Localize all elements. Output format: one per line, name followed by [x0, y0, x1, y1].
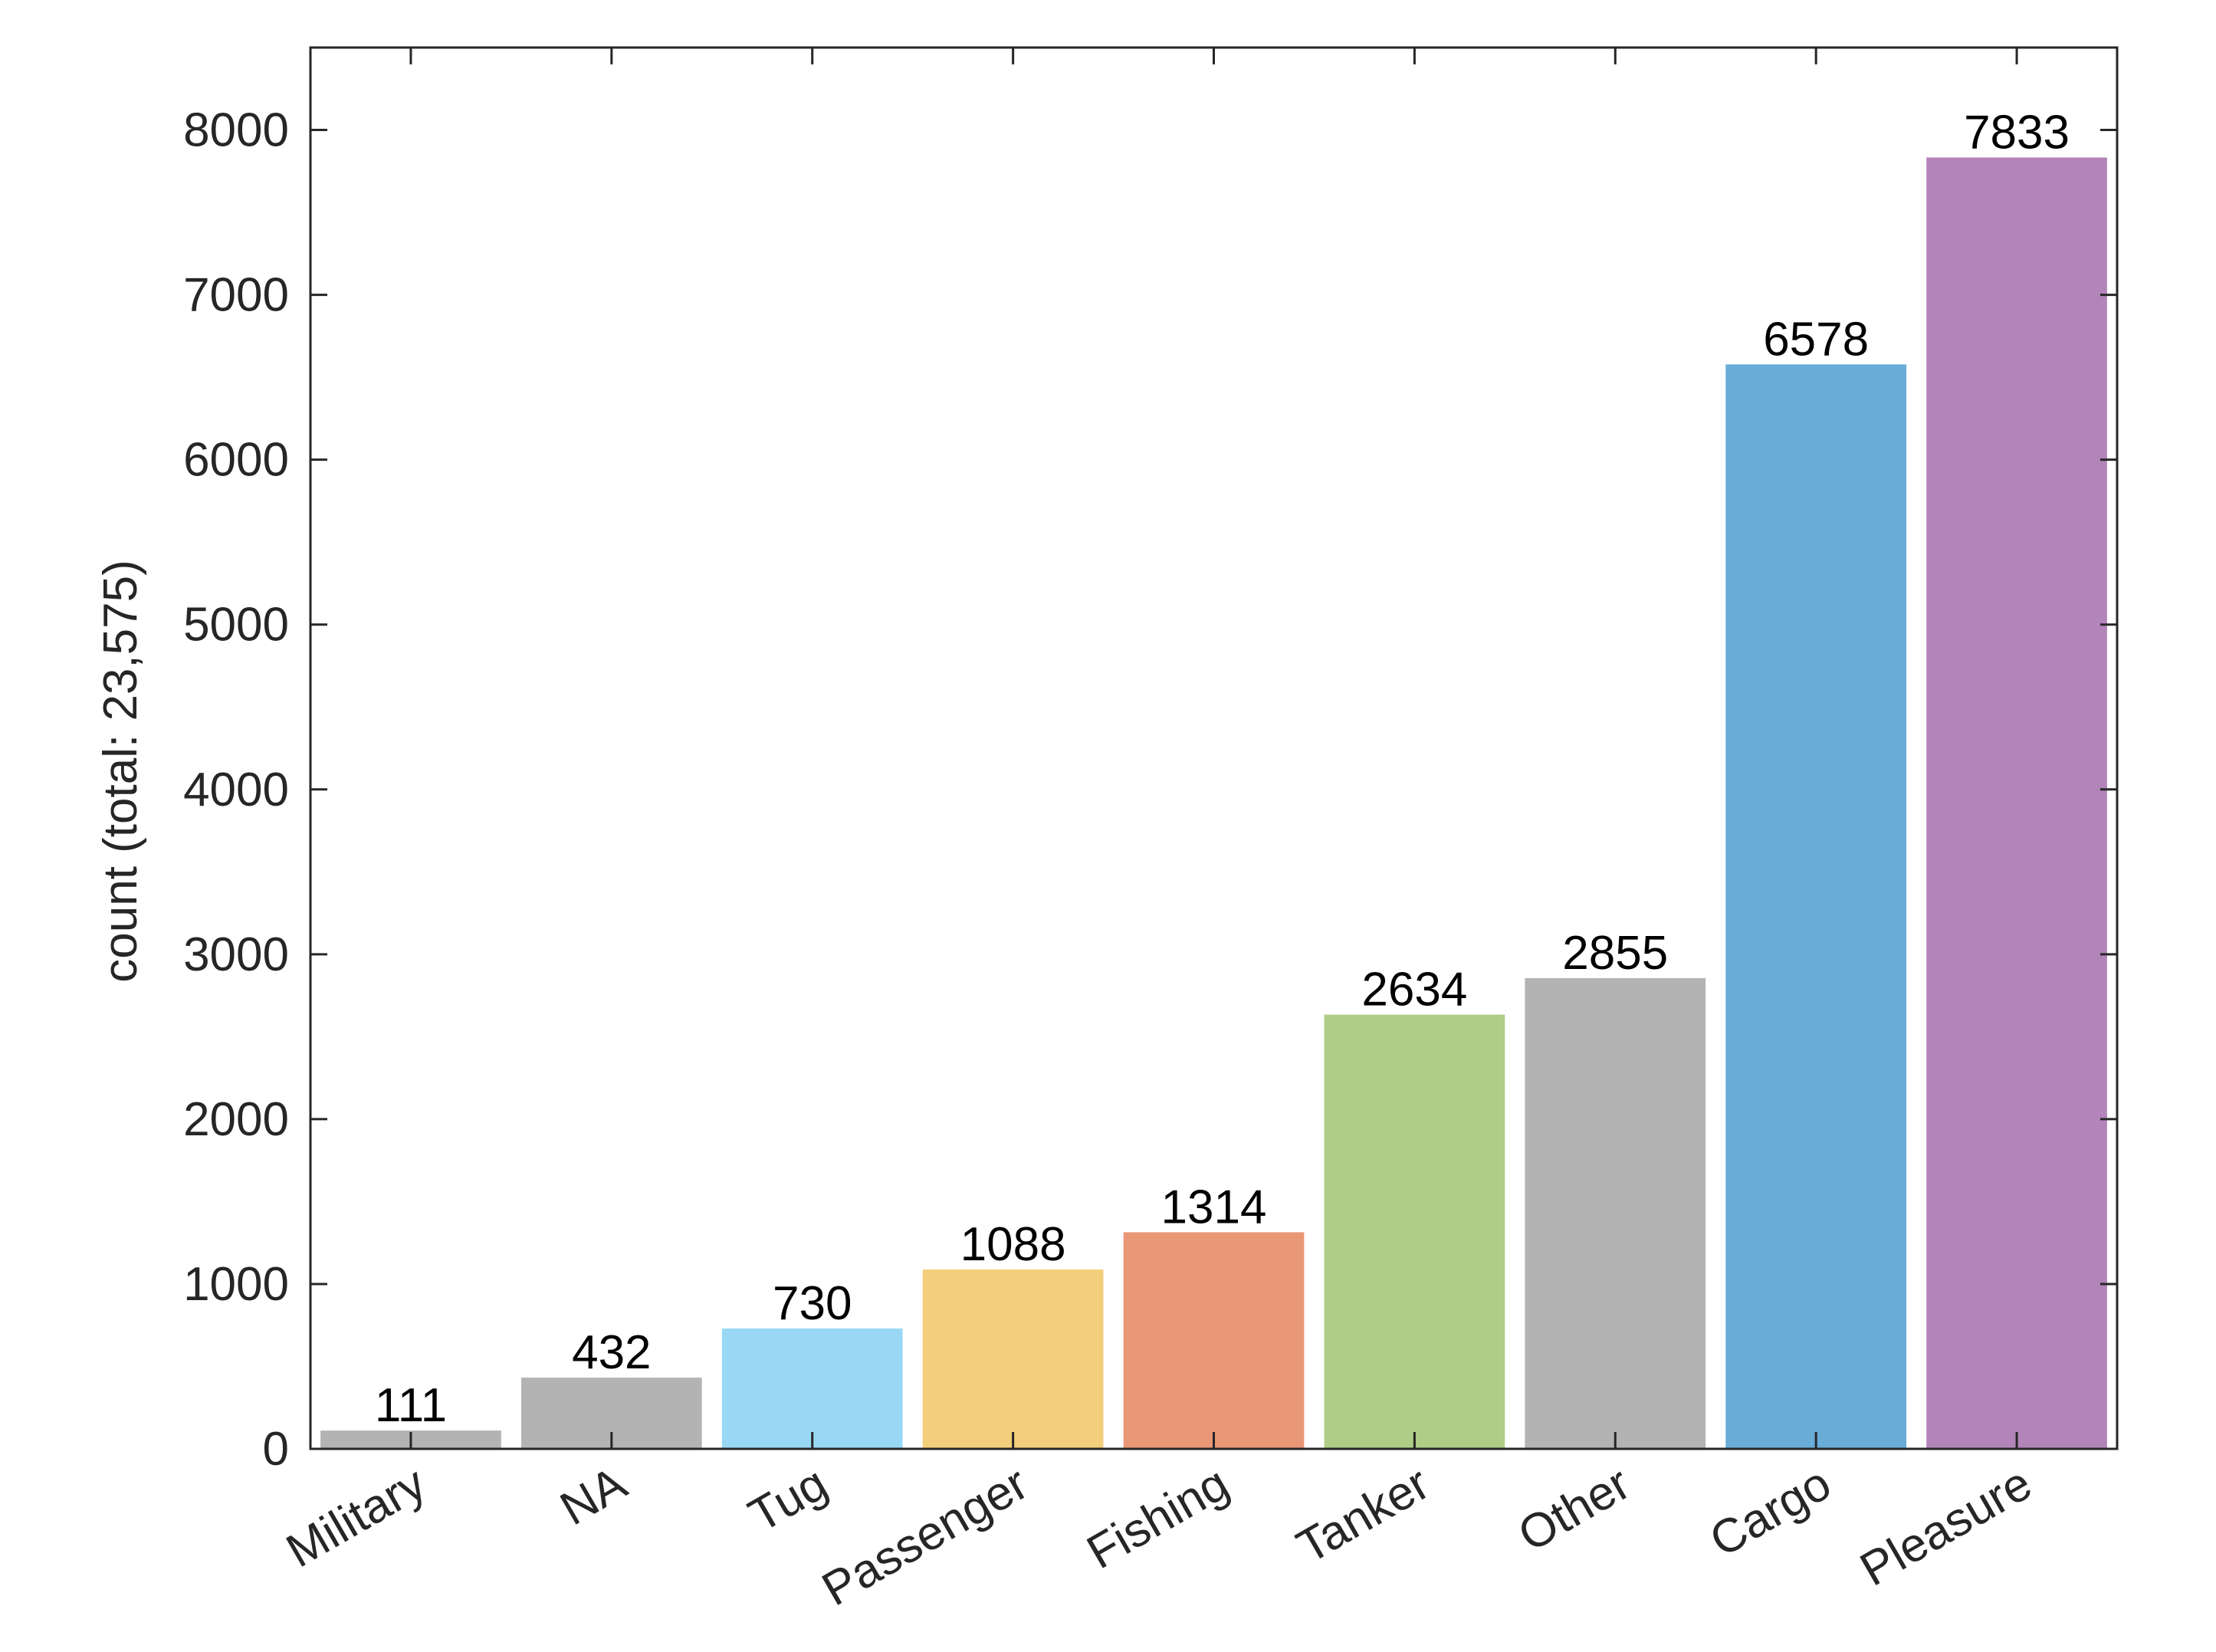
y-tick-label: 6000	[183, 434, 289, 487]
bar-pleasure	[1926, 157, 2107, 1450]
y-axis: 0 1000 2000 3000 4000 5000 6000 7000 8000	[183, 104, 2117, 1476]
data-labels-layer: 111 432 730 1088 1314 2634 2855 6578 7833	[375, 106, 2070, 1432]
y-tick-label: 1000	[183, 1258, 289, 1311]
x-tick-label-passenger: Passenger	[813, 1457, 1036, 1616]
data-label-military: 111	[375, 1379, 447, 1432]
data-label-other: 2855	[1562, 927, 1668, 980]
y-tick-label: 3000	[183, 928, 289, 981]
data-label-cargo: 6578	[1763, 313, 1869, 366]
x-tick-label-cargo: Cargo	[1701, 1457, 1840, 1567]
data-label-na: 432	[572, 1326, 651, 1379]
y-tick-label: 7000	[183, 269, 289, 322]
x-tick-label-fishing: Fishing	[1078, 1457, 1238, 1579]
y-axis-label: count (total: 23,575)	[94, 560, 147, 982]
y-tick-label: 8000	[183, 104, 289, 157]
x-tick-label-tug: Tug	[740, 1457, 836, 1542]
x-tick-label-na: NA	[552, 1457, 636, 1535]
x-tick-label-tanker: Tanker	[1289, 1457, 1439, 1574]
bar-tanker	[1324, 1014, 1505, 1449]
y-tick-label: 2000	[183, 1093, 289, 1146]
bars-layer	[320, 157, 2107, 1450]
bar-other	[1525, 978, 1706, 1449]
data-label-passenger: 1088	[960, 1218, 1066, 1271]
x-tick-label-military: Military	[277, 1457, 435, 1578]
data-label-tanker: 2634	[1361, 964, 1467, 1016]
data-label-tug: 730	[773, 1277, 852, 1330]
bar-cargo	[1725, 364, 1907, 1450]
bar-fishing	[1123, 1232, 1305, 1449]
y-tick-label: 0	[263, 1423, 289, 1476]
x-tick-label-other: Other	[1509, 1457, 1639, 1562]
data-label-fishing: 1314	[1161, 1181, 1267, 1233]
y-tick-label: 4000	[183, 764, 289, 816]
bar-passenger	[922, 1269, 1104, 1449]
y-tick-label: 5000	[183, 599, 289, 652]
bar-tug	[721, 1328, 903, 1449]
x-tick-label-pleasure: Pleasure	[1852, 1457, 2040, 1596]
data-label-pleasure: 7833	[1964, 106, 2070, 159]
